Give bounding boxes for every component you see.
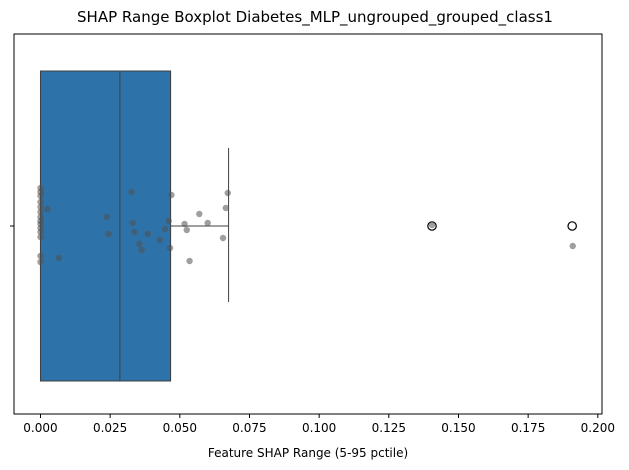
x-axis-ticks: 0.000 0.025 0.050 0.075 0.100 0.125 0.150 0.175…	[23, 414, 615, 435]
data-point	[37, 258, 44, 266]
data-point	[44, 205, 51, 213]
x-tick-label: 0.075	[232, 421, 266, 435]
data-point	[37, 192, 44, 200]
data-point	[428, 221, 436, 229]
data-point	[181, 220, 188, 228]
plot-frame	[13, 33, 603, 415]
iqr-box	[39, 70, 172, 382]
data-point	[129, 219, 136, 227]
x-tick-label: 0.200	[581, 421, 615, 435]
x-tick-label: 0.050	[163, 421, 197, 435]
data-point	[168, 191, 175, 199]
data-point	[138, 246, 145, 254]
data-point	[161, 225, 169, 233]
data-point	[186, 257, 193, 265]
data-point	[37, 252, 44, 260]
data-point	[569, 242, 576, 250]
data-point	[165, 217, 172, 225]
data-point	[183, 226, 190, 234]
data-point	[131, 228, 138, 236]
data-point	[222, 204, 229, 212]
strip-points	[37, 184, 576, 266]
x-tick-label: 0.150	[441, 421, 475, 435]
data-point	[37, 233, 44, 241]
box-layer	[39, 70, 577, 382]
data-point	[144, 230, 151, 238]
data-point	[136, 240, 143, 248]
data-point	[204, 219, 211, 227]
x-axis-label: Feature SHAP Range (5-95 pctile)	[208, 446, 408, 460]
data-point	[219, 234, 227, 242]
data-point	[105, 230, 112, 238]
data-point	[224, 189, 231, 197]
data-point	[103, 213, 110, 221]
data-point	[55, 254, 63, 262]
data-point	[128, 188, 135, 196]
x-tick-label: 0.175	[511, 421, 545, 435]
x-tick-label: 0.000	[23, 421, 57, 435]
x-tick-label: 0.125	[372, 421, 406, 435]
x-tick-label: 0.100	[302, 421, 336, 435]
data-point	[196, 210, 203, 218]
chart-title: SHAP Range Boxplot Diabetes_MLP_ungroupe…	[77, 8, 553, 27]
data-point	[166, 244, 174, 252]
data-point	[156, 236, 163, 244]
outlier-marker	[567, 221, 577, 231]
data-point	[37, 228, 44, 236]
data-point	[37, 198, 44, 206]
x-tick-label: 0.025	[93, 421, 127, 435]
data-point	[37, 203, 44, 211]
data-point	[37, 208, 44, 216]
